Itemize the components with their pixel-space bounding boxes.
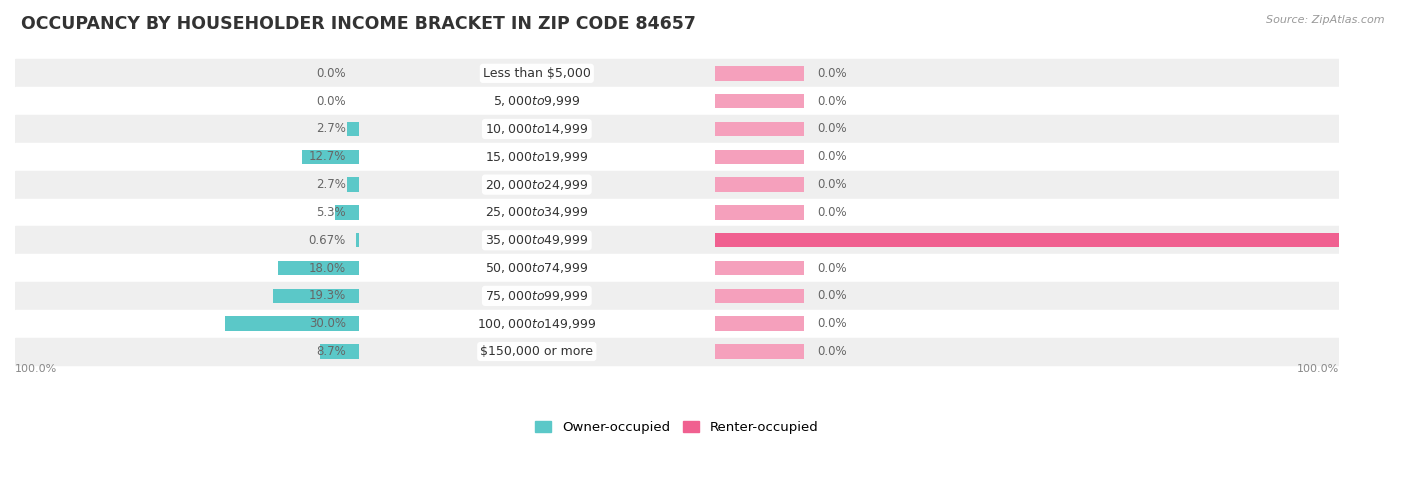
- Bar: [716, 177, 804, 192]
- Text: 2.7%: 2.7%: [316, 178, 346, 191]
- Bar: [225, 316, 359, 331]
- Text: 0.0%: 0.0%: [817, 289, 846, 302]
- Text: 12.7%: 12.7%: [308, 150, 346, 163]
- Text: 0.0%: 0.0%: [817, 261, 846, 275]
- Text: 8.7%: 8.7%: [316, 345, 346, 358]
- Bar: [15, 87, 1339, 115]
- Text: 0.0%: 0.0%: [817, 317, 846, 330]
- Text: Source: ZipAtlas.com: Source: ZipAtlas.com: [1267, 15, 1385, 25]
- Text: 0.0%: 0.0%: [817, 150, 846, 163]
- Bar: [716, 150, 804, 164]
- Bar: [347, 177, 359, 192]
- Text: $50,000 to $74,999: $50,000 to $74,999: [485, 261, 589, 275]
- Text: OCCUPANCY BY HOUSEHOLDER INCOME BRACKET IN ZIP CODE 84657: OCCUPANCY BY HOUSEHOLDER INCOME BRACKET …: [21, 15, 696, 33]
- Bar: [15, 226, 1339, 254]
- Bar: [716, 94, 804, 108]
- Text: 19.3%: 19.3%: [309, 289, 346, 302]
- Text: $10,000 to $14,999: $10,000 to $14,999: [485, 122, 589, 136]
- Text: 0.0%: 0.0%: [817, 206, 846, 219]
- Bar: [716, 344, 804, 359]
- Bar: [356, 233, 359, 247]
- Text: 18.0%: 18.0%: [309, 261, 346, 275]
- Text: $150,000 or more: $150,000 or more: [481, 345, 593, 358]
- Text: 0.0%: 0.0%: [817, 67, 846, 80]
- Bar: [15, 143, 1339, 171]
- Text: $25,000 to $34,999: $25,000 to $34,999: [485, 206, 589, 219]
- Text: 0.67%: 0.67%: [309, 234, 346, 247]
- Text: 30.0%: 30.0%: [309, 317, 346, 330]
- Text: $5,000 to $9,999: $5,000 to $9,999: [494, 94, 581, 108]
- Text: $75,000 to $99,999: $75,000 to $99,999: [485, 289, 589, 303]
- Text: $15,000 to $19,999: $15,000 to $19,999: [485, 150, 589, 164]
- Text: $35,000 to $49,999: $35,000 to $49,999: [485, 233, 589, 247]
- Text: 100.0%: 100.0%: [1296, 364, 1339, 374]
- Bar: [716, 122, 804, 136]
- Text: 0.0%: 0.0%: [316, 67, 346, 80]
- Bar: [716, 233, 1406, 247]
- Bar: [716, 289, 804, 303]
- Text: 5.3%: 5.3%: [316, 206, 346, 219]
- Bar: [716, 316, 804, 331]
- Text: 0.0%: 0.0%: [817, 345, 846, 358]
- Text: 0.0%: 0.0%: [316, 95, 346, 108]
- Legend: Owner-occupied, Renter-occupied: Owner-occupied, Renter-occupied: [536, 421, 818, 434]
- Bar: [15, 282, 1339, 310]
- Text: 2.7%: 2.7%: [316, 122, 346, 136]
- Bar: [15, 198, 1339, 226]
- Text: 100.0%: 100.0%: [15, 364, 58, 374]
- Bar: [321, 344, 359, 359]
- Text: 0.0%: 0.0%: [817, 95, 846, 108]
- Bar: [15, 171, 1339, 198]
- Text: 0.0%: 0.0%: [817, 178, 846, 191]
- Bar: [302, 150, 359, 164]
- Bar: [716, 66, 804, 81]
- Bar: [716, 261, 804, 275]
- Text: $20,000 to $24,999: $20,000 to $24,999: [485, 177, 589, 191]
- Bar: [15, 254, 1339, 282]
- Bar: [15, 115, 1339, 143]
- Text: 0.0%: 0.0%: [817, 122, 846, 136]
- Bar: [335, 205, 359, 220]
- Bar: [273, 289, 359, 303]
- Bar: [15, 59, 1339, 87]
- Bar: [15, 310, 1339, 338]
- Bar: [716, 205, 804, 220]
- Bar: [15, 338, 1339, 365]
- Bar: [278, 261, 359, 275]
- Text: $100,000 to $149,999: $100,000 to $149,999: [477, 317, 596, 330]
- Bar: [347, 122, 359, 136]
- Text: Less than $5,000: Less than $5,000: [482, 67, 591, 80]
- Text: 100.0%: 100.0%: [1354, 234, 1402, 247]
